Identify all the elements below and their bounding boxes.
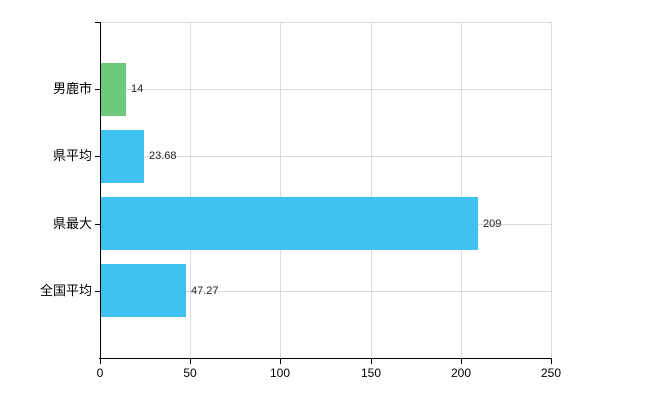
category-label: 県平均: [52, 148, 92, 163]
y-tick: [95, 89, 100, 90]
y-tick: [95, 156, 100, 157]
x-tick: [371, 359, 372, 364]
bar-0: [101, 63, 126, 116]
x-tick: [190, 359, 191, 364]
bar-value-label: 14: [131, 83, 144, 95]
v-gridline: [371, 22, 372, 358]
y-tick: [95, 291, 100, 292]
v-gridline: [461, 22, 462, 358]
x-tick-label: 150: [360, 366, 382, 380]
h-gridline: [100, 89, 551, 90]
x-tick-label: 100: [269, 366, 291, 380]
bar-value-label: 23.68: [149, 150, 177, 162]
x-tick-label: 0: [96, 366, 104, 380]
x-tick-label: 50: [183, 366, 197, 380]
h-gridline: [100, 291, 551, 292]
h-gridline: [100, 156, 551, 157]
x-tick-label: 200: [450, 366, 472, 380]
category-label: 県最大: [52, 216, 92, 231]
x-tick: [551, 359, 552, 364]
x-tick-label: 250: [540, 366, 562, 380]
bar-1: [101, 130, 144, 183]
bar-value-label: 209: [483, 218, 502, 230]
bar-3: [101, 264, 186, 317]
x-axis-line: [99, 358, 552, 359]
category-label: 男鹿市: [52, 81, 92, 96]
bar-value-label: 47.27: [191, 285, 219, 297]
y-tick-top: [95, 22, 100, 23]
v-gridline: [551, 22, 552, 358]
v-gridline: [190, 22, 191, 358]
h-gridline-top: [100, 22, 551, 23]
bar-2: [101, 197, 478, 250]
x-tick: [100, 359, 101, 364]
category-label: 全国平均: [39, 283, 92, 298]
x-tick: [461, 359, 462, 364]
y-axis-line: [100, 22, 101, 359]
y-tick: [95, 224, 100, 225]
x-tick: [280, 359, 281, 364]
v-gridline: [280, 22, 281, 358]
